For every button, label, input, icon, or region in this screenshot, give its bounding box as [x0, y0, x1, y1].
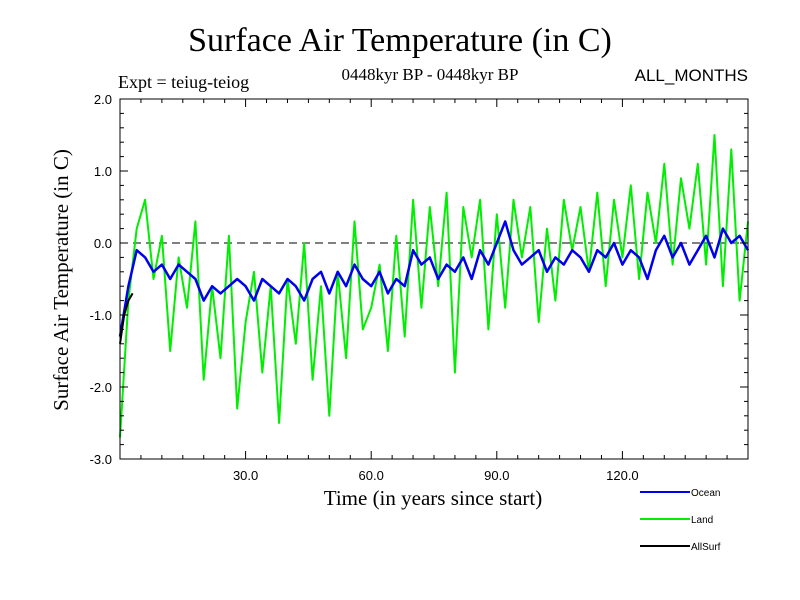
- legend-item-land: Land: [640, 515, 713, 526]
- experiment-label: Expt = teiug-teiog: [118, 72, 250, 92]
- ticks-layer: 30.0 60.0 90.0 120.0 -3.0 -2.0 -1.0 0.0 1.0 2.0: [90, 92, 748, 483]
- legend: Ocean Land AllSurf: [640, 488, 721, 553]
- legend-item-allsurf: AllSurf: [640, 542, 721, 553]
- plot-frame: [119, 98, 749, 460]
- x-axis-label: Time (in years since start): [324, 486, 543, 510]
- y-tick-label: -3.0: [90, 452, 112, 467]
- series-line-ocean: [118, 220, 750, 337]
- y-tick-label: 2.0: [94, 92, 112, 107]
- y-tick-label: 0.0: [94, 236, 112, 251]
- x-tick-label: 30.0: [233, 468, 258, 483]
- series-line-land: [119, 134, 749, 438]
- x-tick-label: 90.0: [484, 468, 509, 483]
- months-label: ALL_MONTHS: [634, 66, 748, 85]
- x-tick-label: 60.0: [359, 468, 384, 483]
- chart-title: Surface Air Temperature (in C): [188, 22, 612, 59]
- series-layer: [118, 134, 750, 438]
- legend-item-ocean: Ocean: [640, 488, 720, 499]
- period-label: 0448kyr BP - 0448kyr BP: [341, 65, 519, 84]
- legend-label: Ocean: [691, 488, 720, 499]
- legend-label: AllSurf: [691, 542, 721, 553]
- y-tick-label: -2.0: [90, 380, 112, 395]
- legend-label: Land: [691, 515, 713, 526]
- y-tick-label: 1.0: [94, 164, 112, 179]
- x-tick-label: 120.0: [606, 468, 639, 483]
- y-axis-label: Surface Air Temperature (in C): [49, 149, 73, 411]
- y-tick-label: -1.0: [90, 308, 112, 323]
